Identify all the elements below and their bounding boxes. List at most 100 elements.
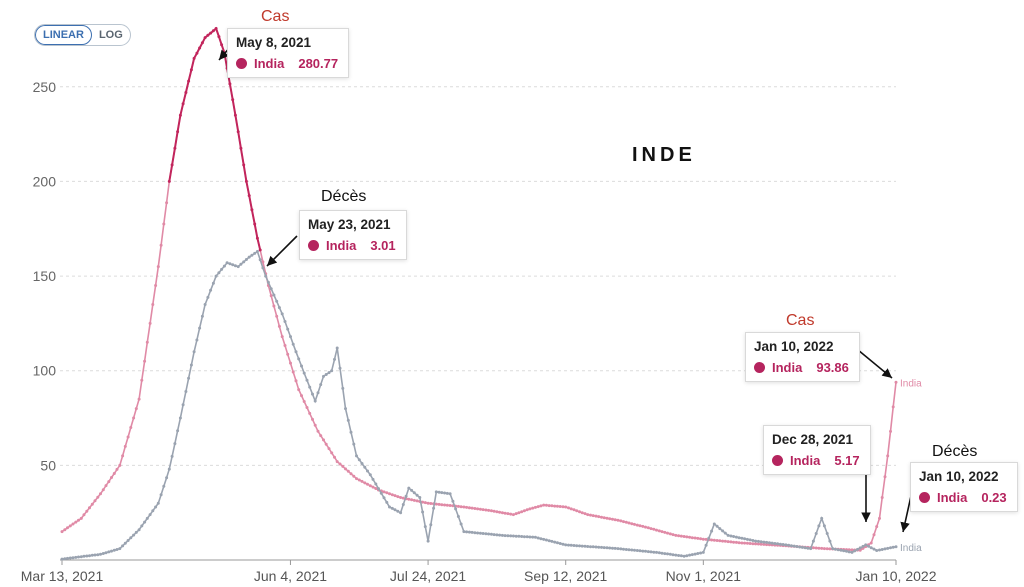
deaths-point: [272, 293, 276, 297]
cases-point: [297, 388, 301, 392]
deaths-point: [544, 538, 548, 542]
cases-point: [101, 488, 105, 492]
deaths-point: [586, 545, 590, 548]
cases-point: [121, 454, 125, 458]
cases-point: [96, 495, 100, 499]
cases-point: [134, 407, 138, 411]
deaths-point: [291, 342, 295, 346]
cases-point: [107, 480, 111, 484]
deaths-point: [66, 556, 69, 560]
cases-point: [635, 523, 639, 527]
deaths-point: [886, 546, 890, 550]
cases-point: [137, 397, 141, 401]
deaths-point: [104, 551, 108, 555]
cases-point: [622, 520, 625, 524]
deaths-point: [173, 442, 177, 446]
cases-point: [360, 479, 364, 483]
deaths-peak-annotation: Décès: [321, 188, 367, 205]
cases-point: [578, 510, 581, 514]
cases-point: [462, 505, 466, 509]
cases-point: [886, 454, 890, 458]
cases-point: [624, 520, 628, 524]
cases-point: [162, 222, 166, 226]
cases-point: [814, 546, 818, 550]
deaths-point: [847, 550, 851, 554]
cases-point: [209, 31, 213, 35]
deaths-point: [60, 557, 64, 561]
cases-point: [550, 504, 554, 508]
deaths-point: [165, 476, 169, 480]
deaths-point: [401, 503, 405, 506]
cases-point: [473, 507, 477, 510]
cases-point: [327, 447, 331, 451]
series-dot-icon: [754, 362, 765, 373]
cases-point: [176, 130, 180, 134]
deaths-point: [800, 545, 804, 549]
log-scale-button[interactable]: LOG: [98, 29, 123, 41]
cases-point: [214, 27, 218, 30]
deaths-point: [333, 357, 336, 361]
deaths-point: [498, 533, 502, 537]
deaths-point: [330, 369, 334, 373]
deaths-point: [233, 264, 237, 268]
cases-point: [60, 530, 64, 534]
cases-point: [765, 543, 769, 547]
deaths-point: [132, 533, 136, 537]
x-tick-label: Jul 24, 2021: [390, 568, 466, 584]
cases-point: [630, 522, 634, 526]
tooltip-value: 93.86: [816, 360, 849, 375]
cases-point: [415, 499, 419, 503]
deaths-point: [619, 547, 623, 551]
deaths-point: [707, 536, 711, 540]
tooltip-date: Jan 10, 2022: [754, 339, 834, 354]
cases-point: [511, 513, 515, 517]
deaths-point: [839, 548, 843, 552]
cases-point: [159, 243, 163, 247]
cases-point: [509, 512, 513, 516]
deaths-point: [712, 522, 716, 526]
cases-point: [671, 533, 675, 537]
cases-point: [533, 505, 537, 509]
cases-point: [313, 423, 317, 427]
cases-point: [734, 540, 738, 544]
deaths-point: [806, 546, 810, 550]
cases-point: [754, 542, 758, 546]
cases-point: [165, 201, 169, 205]
deaths-point: [732, 535, 736, 538]
tooltip-value: 5.17: [834, 453, 860, 468]
cases-point: [338, 462, 342, 466]
deaths-point: [338, 366, 342, 370]
deaths-point: [209, 288, 213, 292]
deaths-point: [638, 549, 642, 553]
cases-point: [495, 510, 499, 514]
cases-point: [690, 536, 694, 540]
deaths-point: [500, 533, 504, 537]
deaths-point: [798, 545, 802, 549]
cases-point: [99, 492, 102, 496]
deaths-point: [244, 258, 248, 261]
deaths-point: [533, 535, 537, 539]
deaths-point: [429, 523, 433, 527]
deaths-point: [79, 555, 83, 559]
cases-point: [580, 511, 584, 515]
deaths-point: [154, 505, 158, 509]
cases-point: [349, 472, 353, 476]
deaths-point: [189, 363, 193, 367]
series-dot-icon: [308, 240, 319, 251]
cases-point: [569, 507, 573, 511]
deaths-point: [478, 531, 482, 535]
deaths-point: [682, 554, 686, 558]
cases-point: [748, 542, 752, 545]
tooltip-value: 280.77: [298, 56, 339, 71]
cases-point: [693, 536, 697, 540]
cases-point: [396, 495, 400, 499]
deaths-point: [503, 534, 507, 538]
cases-point: [382, 490, 386, 494]
cases-point: [440, 503, 444, 507]
cases-point: [300, 394, 303, 398]
tooltip-value: 0.23: [981, 490, 1007, 505]
deaths-point: [567, 543, 570, 547]
linear-scale-button[interactable]: LINEAR: [35, 25, 92, 45]
deaths-point: [200, 314, 204, 318]
cases-point: [154, 284, 158, 287]
